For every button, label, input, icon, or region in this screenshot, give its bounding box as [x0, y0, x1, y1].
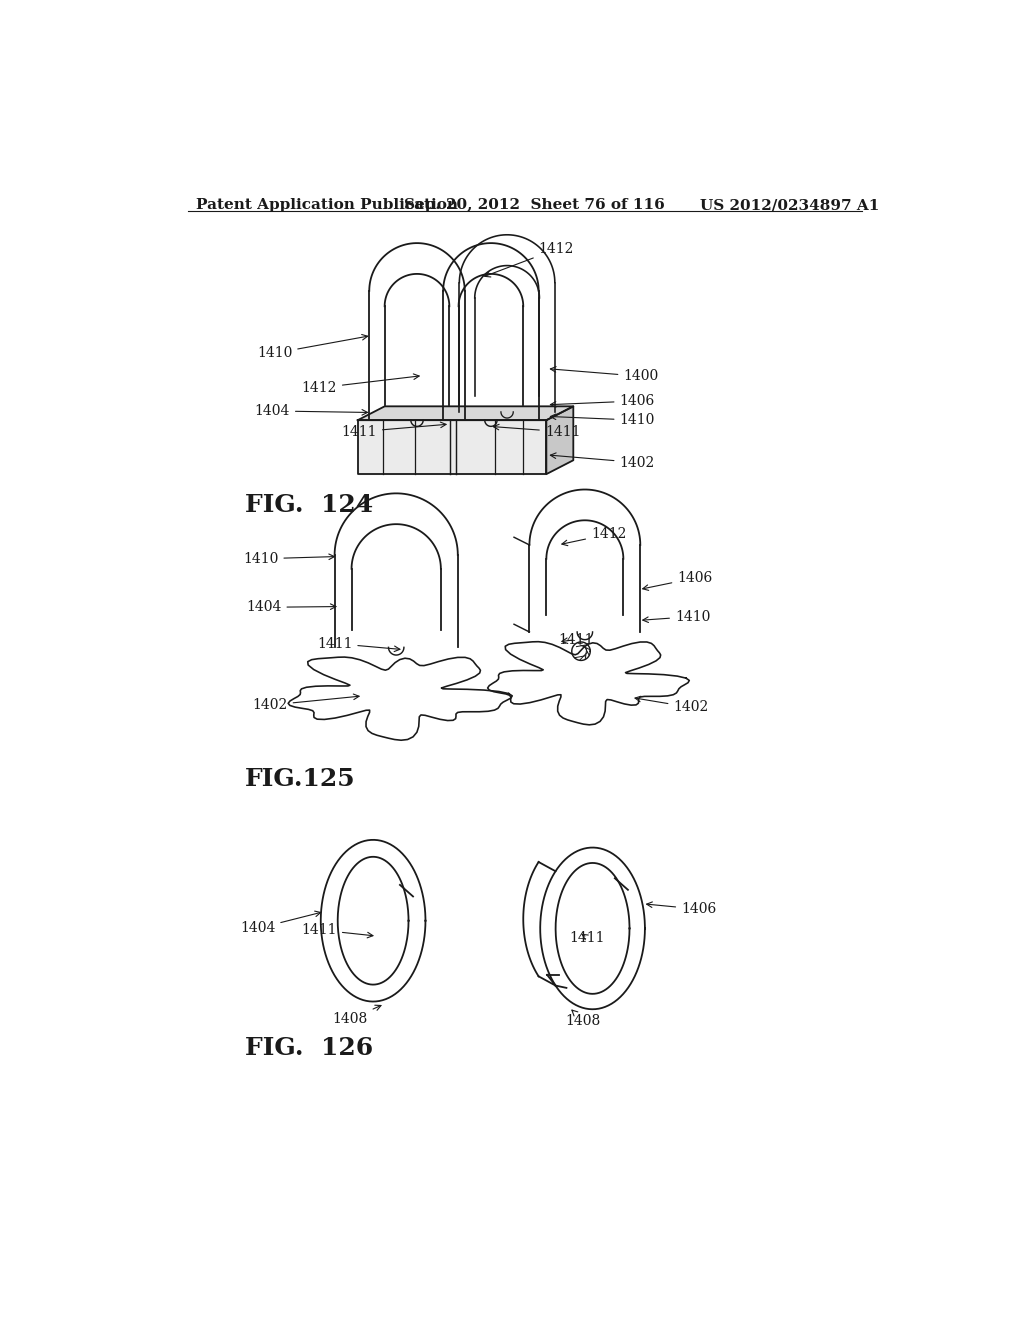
- Polygon shape: [357, 420, 547, 474]
- Text: 1411: 1411: [341, 422, 446, 438]
- Polygon shape: [547, 407, 573, 474]
- Text: 1410: 1410: [550, 413, 655, 428]
- Text: US 2012/0234897 A1: US 2012/0234897 A1: [700, 198, 880, 213]
- Text: 1406: 1406: [643, 572, 713, 590]
- Text: 1410: 1410: [257, 334, 368, 360]
- Text: 1408: 1408: [333, 1006, 381, 1026]
- Text: 1406: 1406: [550, 393, 654, 408]
- Text: 1412: 1412: [484, 243, 574, 277]
- Text: FIG.  124: FIG. 124: [245, 494, 373, 517]
- Text: 1404: 1404: [240, 911, 321, 936]
- Text: 1411: 1411: [558, 632, 594, 647]
- Text: Patent Application Publication: Patent Application Publication: [196, 198, 458, 213]
- Text: 1406: 1406: [646, 902, 717, 916]
- Text: 1402: 1402: [635, 696, 709, 714]
- Text: FIG.  126: FIG. 126: [245, 1036, 373, 1060]
- Text: 1400: 1400: [550, 367, 658, 383]
- Text: 1412: 1412: [562, 527, 627, 545]
- Text: 1408: 1408: [565, 1010, 601, 1028]
- Text: 1411: 1411: [569, 931, 605, 945]
- Text: 1410: 1410: [643, 610, 711, 623]
- Text: 1412: 1412: [301, 374, 419, 395]
- Text: 1402: 1402: [550, 453, 654, 470]
- Text: 1404: 1404: [246, 601, 336, 614]
- Text: 1411: 1411: [301, 923, 373, 937]
- Text: 1402: 1402: [252, 694, 359, 711]
- Text: FIG.125: FIG.125: [245, 767, 355, 791]
- Text: Sep. 20, 2012  Sheet 76 of 116: Sep. 20, 2012 Sheet 76 of 116: [403, 198, 665, 213]
- Text: 1410: 1410: [243, 552, 335, 566]
- Text: 1404: 1404: [255, 404, 368, 418]
- Text: 1411: 1411: [316, 636, 400, 652]
- Polygon shape: [357, 407, 573, 420]
- Text: 1411: 1411: [494, 424, 581, 438]
